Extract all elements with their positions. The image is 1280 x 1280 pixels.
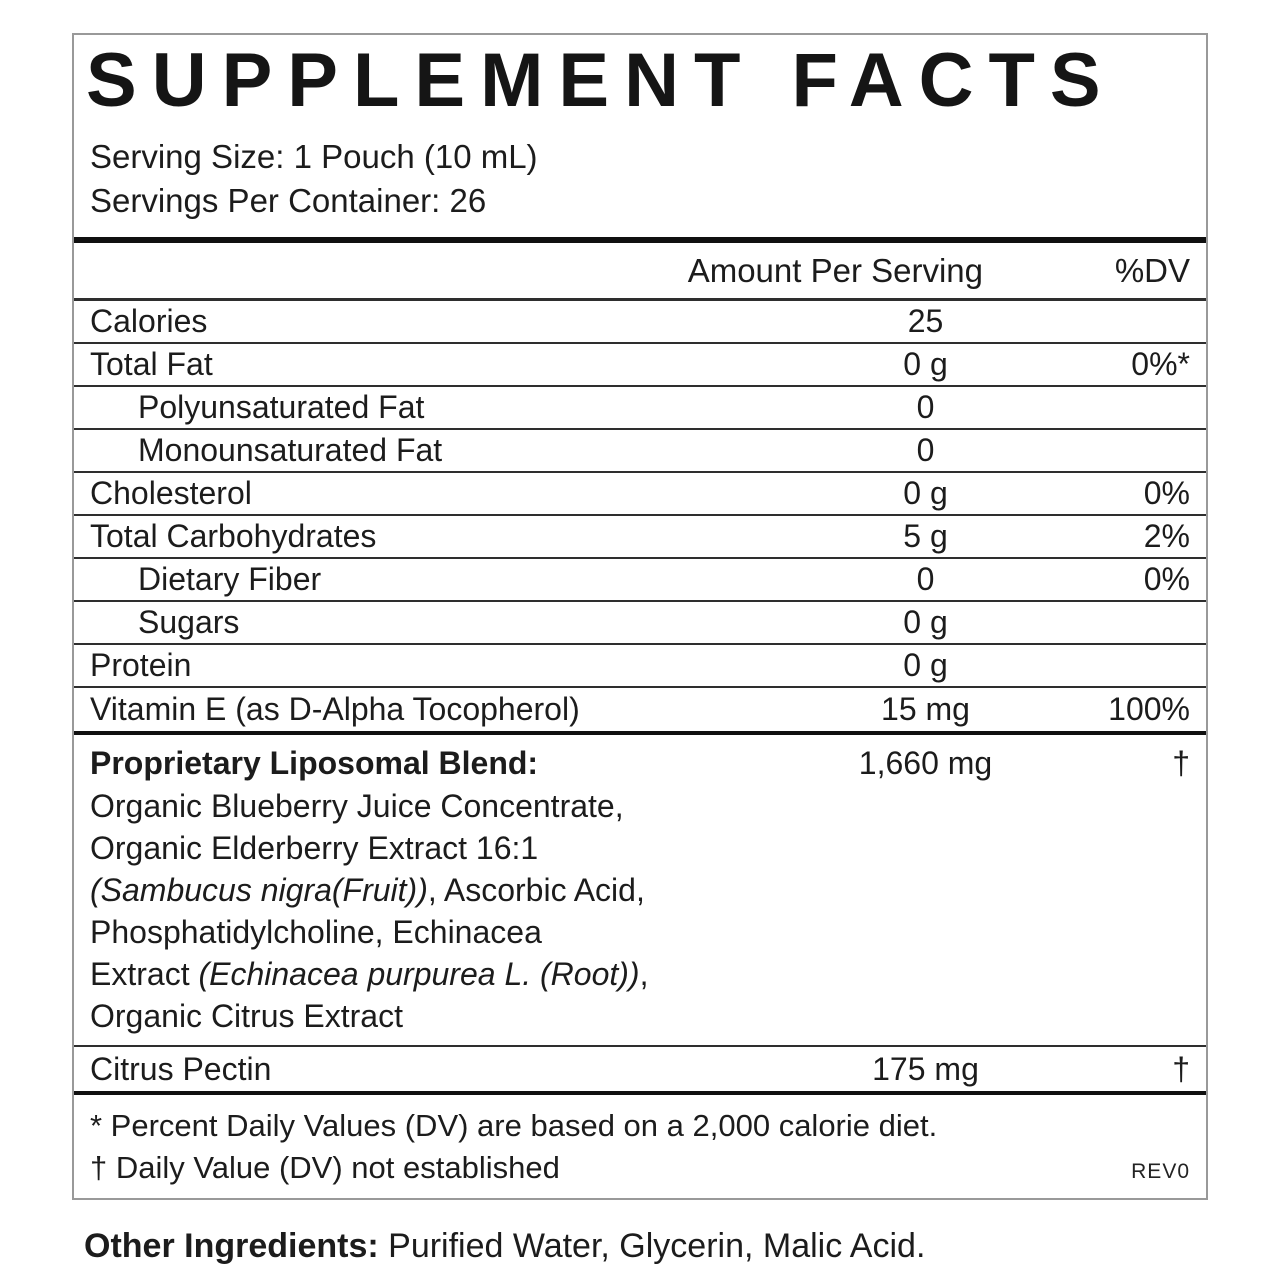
nutrient-amount: 5 g: [903, 518, 948, 554]
serving-size: Serving Size: 1 Pouch (10 mL): [90, 138, 538, 175]
blend-ingredient-text: Extract: [90, 956, 199, 992]
nutrient-row: Polyunsaturated Fat 0: [74, 387, 1206, 430]
revision-code: REV0: [1131, 1160, 1190, 1183]
nutrient-name: Citrus Pectin: [90, 1050, 272, 1087]
nutrient-amount: 0 g: [903, 647, 948, 683]
blend-description-line: Organic Citrus Extract: [90, 995, 1190, 1037]
nutrient-dv: 0%: [1143, 475, 1190, 511]
blend-ingredient-text: Organic Elderberry Extract 16:1: [90, 830, 539, 866]
proprietary-blend-section: Proprietary Liposomal Blend: 1,660 mg † …: [74, 735, 1206, 1045]
blend-ingredient-latin-name: (Sambucus nigra(Fruit)): [90, 872, 428, 908]
nutrient-row: Calories 25: [74, 301, 1206, 344]
nutrient-name: Protein: [90, 647, 192, 683]
nutrient-name: Total Carbohydrates: [90, 518, 377, 554]
nutrient-name: Sugars: [138, 604, 240, 640]
nutrient-row: Total Carbohydrates 5 g 2%: [74, 516, 1206, 559]
blend-ingredient-text: Phosphatidylcholine, Echinacea: [90, 914, 542, 950]
nutrient-row: Protein 0 g: [74, 645, 1206, 688]
nutrient-name: Vitamin E (as D-Alpha Tocopherol): [90, 691, 580, 727]
nutrient-name: Dietary Fiber: [138, 561, 322, 597]
nutrient-row: Dietary Fiber 0 0%: [74, 559, 1206, 602]
nutrient-amount: 0 g: [903, 604, 948, 640]
nutrient-amount: 0 g: [903, 475, 948, 511]
nutrient-dv: †: [1172, 1050, 1190, 1087]
divider-thick-top: [74, 237, 1206, 243]
nutrient-amount: 175 mg: [872, 1050, 979, 1087]
footnote-line-2: † Daily Value (DV) not established REV0: [90, 1147, 1190, 1189]
servings-per-container: Servings Per Container: 26: [90, 182, 487, 219]
extra-nutrient-rows: Citrus Pectin 175 mg †: [74, 1045, 1206, 1091]
column-header-dv: %DV: [1114, 251, 1190, 289]
nutrient-dv: 0%: [1143, 561, 1190, 597]
nutrient-row: Total Fat 0 g 0%*: [74, 344, 1206, 387]
nutrient-amount: 0: [916, 432, 935, 468]
blend-dv-dagger: †: [1172, 744, 1190, 781]
nutrient-amount: 0 g: [903, 346, 948, 382]
nutrient-amount: 0: [916, 561, 935, 597]
divider-thick-blend: [74, 731, 1206, 735]
blend-ingredient-latin-name: (Echinacea purpurea L. (Root)): [198, 956, 640, 992]
nutrient-name: Total Fat: [90, 346, 213, 382]
blend-ingredient-text: ,: [639, 956, 649, 992]
blend-ingredient-text: Organic Blueberry Juice Concentrate,: [90, 788, 624, 824]
nutrient-dv: 0%*: [1131, 346, 1190, 382]
nutrient-name: Cholesterol: [90, 475, 252, 511]
nutrient-row: Cholesterol 0 g 0%: [74, 473, 1206, 516]
blend-ingredient-text: Organic Citrus Extract: [90, 998, 403, 1034]
nutrient-name: Polyunsaturated Fat: [138, 389, 425, 425]
footnote-dagger: † Daily Value (DV) not established: [90, 1150, 560, 1185]
nutrient-amount: 15 mg: [881, 691, 970, 727]
blend-description-line: Extract (Echinacea purpurea L. (Root)),: [90, 953, 1190, 995]
nutrient-row: Citrus Pectin 175 mg †: [74, 1047, 1206, 1091]
nutrient-name: Monounsaturated Fat: [138, 432, 443, 468]
nutrient-dv: 2%: [1143, 518, 1190, 554]
serving-info: Serving Size: 1 Pouch (10 mL) Servings P…: [90, 135, 1206, 223]
column-header-amount: Amount Per Serving: [687, 251, 983, 289]
nutrient-amount: 0: [916, 389, 935, 425]
nutrient-dv: 100%: [1108, 691, 1190, 727]
supplement-facts-panel: SUPPLEMENT FACTS Serving Size: 1 Pouch (…: [72, 33, 1208, 1200]
blend-amount: 1,660 mg: [858, 744, 993, 781]
nutrient-row: Monounsaturated Fat 0: [74, 430, 1206, 473]
nutrient-row: Vitamin E (as D-Alpha Tocopherol) 15 mg …: [74, 688, 1206, 731]
blend-description-line: (Sambucus nigra(Fruit)), Ascorbic Acid,: [90, 869, 1190, 911]
divider-thick-footnotes: [74, 1091, 1206, 1095]
footnote-percent-dv: * Percent Daily Values (DV) are based on…: [90, 1108, 938, 1143]
nutrient-rows: Calories 25 Total Fat 0 g 0%* Polyunsatu…: [74, 301, 1206, 731]
nutrient-row: Sugars 0 g: [74, 602, 1206, 645]
nutrient-name: Calories: [90, 303, 208, 339]
blend-header-row: Proprietary Liposomal Blend: 1,660 mg †: [90, 741, 1190, 785]
panel-title: SUPPLEMENT FACTS: [86, 38, 1116, 123]
blend-description-line: Organic Elderberry Extract 16:1: [90, 827, 1190, 869]
other-ingredients-text: Purified Water, Glycerin, Malic Acid.: [378, 1227, 926, 1265]
footnotes-section: * Percent Daily Values (DV) are based on…: [74, 1095, 1206, 1189]
blend-ingredient-text: , Ascorbic Acid,: [427, 872, 645, 908]
nutrient-amount: 25: [907, 303, 944, 339]
other-ingredients: Other Ingredients: Purified Water, Glyce…: [84, 1224, 925, 1268]
blend-name: Proprietary Liposomal Blend:: [90, 744, 539, 781]
table-header-row: Amount Per Serving %DV: [74, 243, 1206, 301]
blend-description: Organic Blueberry Juice Concentrate, Orga…: [90, 785, 1190, 1037]
blend-description-line: Phosphatidylcholine, Echinacea: [90, 911, 1190, 953]
other-ingredients-label: Other Ingredients:: [84, 1227, 379, 1265]
blend-description-line: Organic Blueberry Juice Concentrate,: [90, 785, 1190, 827]
